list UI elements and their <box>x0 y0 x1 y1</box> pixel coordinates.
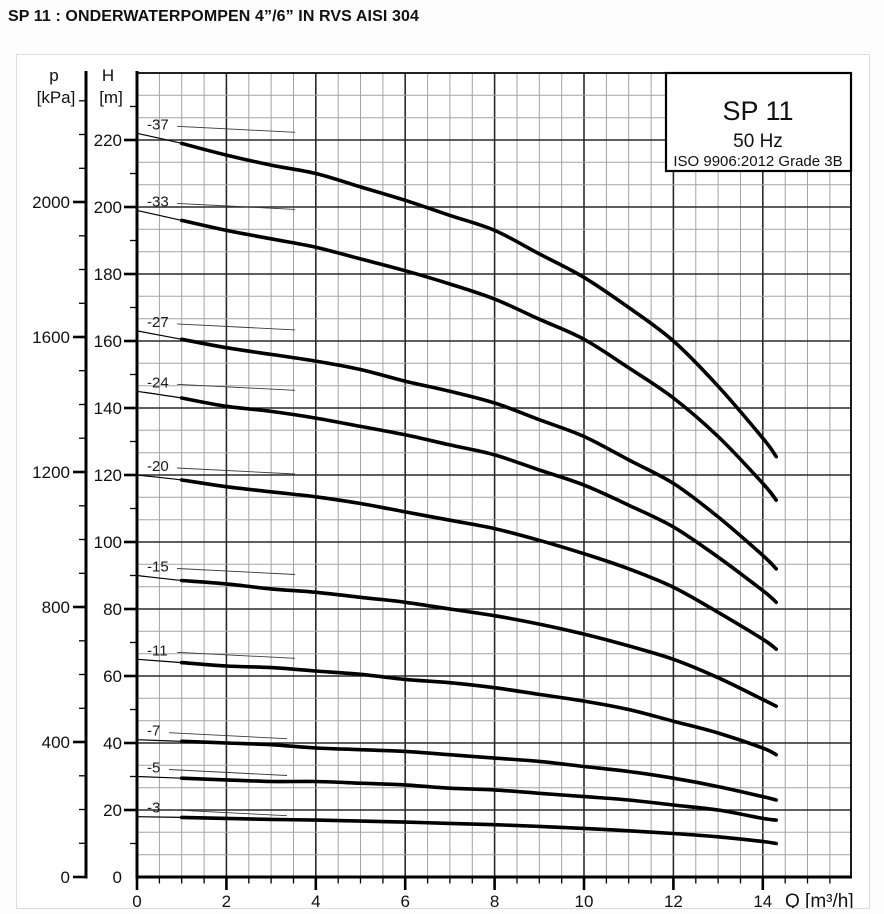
pressure-tick-label: 1600 <box>32 328 70 347</box>
info-box-frequency: 50 Hz <box>733 131 783 152</box>
head-tick-label: 160 <box>94 332 122 351</box>
head-tick-label: 180 <box>94 265 122 284</box>
pump-curve-chart: 0400800120016002000020406080100120140160… <box>32 66 854 908</box>
curve-label-33: -33 <box>147 193 169 210</box>
curve-thick-segment <box>179 776 778 822</box>
curve-labels: -37 -33 -27 -24 -20 -15 -11 -7 -5 -3 <box>147 116 296 817</box>
curve-label-leader <box>168 809 288 817</box>
pump-curve-27 <box>136 330 778 571</box>
curve-label-11: -11 <box>147 642 168 659</box>
curve-label-leader <box>176 323 296 331</box>
curve-label-leader <box>176 568 296 575</box>
head-tick-label: 100 <box>94 533 122 552</box>
pump-curve-3 <box>136 815 778 846</box>
flow-tick-label: 6 <box>400 892 409 908</box>
curve-label-leader <box>168 769 288 776</box>
curve-thick-segment <box>179 396 778 605</box>
flow-tick-label: 12 <box>664 892 683 908</box>
pump-curve-20 <box>136 474 778 651</box>
pump-curve-33 <box>136 209 778 502</box>
pump-curve-37 <box>136 132 778 459</box>
page-title: SP 11 : ONDERWATERPOMPEN 4”/6” IN RVS AI… <box>8 8 419 25</box>
pump-curve-24 <box>136 390 778 605</box>
curve-label-5: -5 <box>147 760 160 777</box>
curve-label-leader <box>176 651 296 659</box>
pressure-tick-label: 2000 <box>32 193 70 212</box>
pump-curves <box>136 132 778 846</box>
curve-thick-segment <box>179 218 778 502</box>
curve-label-20: -20 <box>147 458 169 475</box>
pump-curve-15 <box>136 574 778 708</box>
curve-thick-segment <box>179 660 778 757</box>
curve-thick-segment <box>179 337 778 571</box>
info-box-frame <box>664 71 853 173</box>
flow-tick-label: 14 <box>753 892 772 908</box>
flow-tick-label: 0 <box>132 892 141 908</box>
flow-tick-label: 2 <box>222 892 231 908</box>
info-box-standard: ISO 9906:2012 Grade 3B <box>673 153 842 170</box>
head-tick-label: 220 <box>94 131 122 150</box>
curve-thick-segment <box>179 739 778 802</box>
flow-tick-label: 10 <box>575 892 594 908</box>
axis-tick-labels: 0400800120016002000020406080100120140160… <box>32 131 772 908</box>
curve-label-leader <box>176 202 296 210</box>
head-tick-label: 140 <box>94 399 122 418</box>
pressure-tick-label: 400 <box>42 733 70 752</box>
flow-tick-label: 8 <box>490 892 499 908</box>
pressure-tick-label: 0 <box>61 868 70 887</box>
curve-label-leader <box>176 125 296 133</box>
head-tick-label: 200 <box>94 198 122 217</box>
head-tick-label: 80 <box>103 600 122 619</box>
info-box: SP 11 50 Hz ISO 9906:2012 Grade 3B <box>664 71 853 173</box>
pump-curve-11 <box>136 658 778 757</box>
pressure-tick-label: 800 <box>42 598 70 617</box>
flow-tick-label: 4 <box>311 892 320 908</box>
curve-thick-segment <box>179 815 778 846</box>
chart-panel: 0 400 800 1200 1600 2000 0 20 40 60 80 100 120 140 160… <box>16 54 870 909</box>
head-tick-label: 0 <box>113 868 122 887</box>
curve-label-27: -27 <box>147 314 169 331</box>
flow-axis-label: Q [m³/h] <box>785 891 854 908</box>
head-tick-label: 60 <box>103 667 122 686</box>
head-tick-label: 20 <box>103 801 122 820</box>
axis-ticks <box>73 100 831 890</box>
pump-curve-5 <box>136 775 778 822</box>
curve-thick-segment <box>179 478 778 651</box>
curve-label-leader <box>176 467 296 475</box>
head-axis-name: H <box>102 66 114 85</box>
head-tick-label: 120 <box>94 466 122 485</box>
curve-label-24: -24 <box>147 374 169 391</box>
head-axis-unit: [m] <box>99 88 123 107</box>
curve-label-7: -7 <box>147 723 160 740</box>
curve-thick-segment <box>179 141 778 459</box>
curve-label-15: -15 <box>147 559 169 576</box>
curve-label-37: -37 <box>147 116 169 133</box>
head-tick-label: 40 <box>103 734 122 753</box>
pressure-axis-unit: [kPa] <box>37 88 76 107</box>
curve-label-leader <box>168 732 288 740</box>
pump-curve-7 <box>136 739 778 802</box>
info-box-model: SP 11 <box>722 96 793 126</box>
curve-thick-segment <box>179 578 778 708</box>
pressure-tick-label: 1200 <box>32 463 70 482</box>
pressure-axis-name: p <box>49 66 58 85</box>
curve-label-3: -3 <box>147 800 160 817</box>
curve-label-leader <box>176 383 296 391</box>
